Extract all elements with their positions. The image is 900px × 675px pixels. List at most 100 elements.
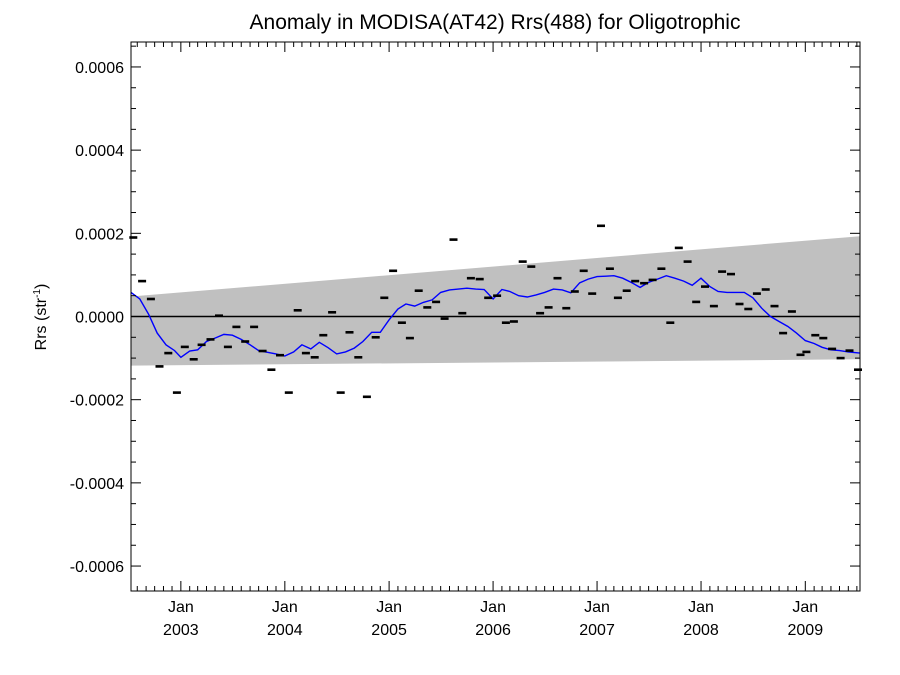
anomaly-point [752, 292, 761, 295]
anomaly-point [466, 276, 475, 280]
x-tick-label-month: Jan [480, 599, 506, 616]
y-tick-label: 0.0006 [75, 60, 124, 77]
running-mean-line [130, 274, 861, 359]
anomaly-point [475, 277, 484, 281]
anomaly-point [744, 307, 753, 311]
y-tick-label: 0.0004 [75, 143, 124, 160]
anomaly-point [440, 317, 449, 320]
anomaly-point [397, 321, 406, 324]
y-axis-label-superscript: -1 [32, 289, 43, 298]
y-tick-label: -0.0004 [70, 476, 124, 493]
anomaly-point [854, 368, 862, 371]
anomaly-point [701, 285, 709, 288]
anomaly-point [761, 288, 770, 291]
anomaly-point [423, 306, 432, 309]
y-axis-label-suffix: ) [33, 284, 50, 289]
anomaly-point [819, 336, 828, 340]
anomaly-point [250, 325, 259, 329]
anomaly-point [527, 265, 536, 268]
y-axis-label: Rrs (str-1) [32, 284, 50, 351]
x-tick-label-year: 2006 [475, 622, 511, 639]
x-tick-label-month: Jan [584, 599, 610, 616]
anomaly-point [640, 281, 649, 285]
anomaly-point [674, 246, 683, 250]
anomaly-point [501, 321, 510, 324]
anomaly-point [692, 300, 701, 304]
anomaly-point [301, 351, 310, 355]
anomaly-point [232, 325, 241, 329]
anomaly-point [380, 296, 389, 300]
anomaly-point [553, 276, 562, 280]
anomaly-point [172, 391, 181, 394]
x-tick-label-year: 2003 [163, 622, 199, 639]
anomaly-point [683, 260, 692, 263]
anomaly-point [735, 302, 744, 306]
anomaly-point [180, 345, 189, 349]
anomaly-point [362, 395, 371, 399]
anomaly-point [258, 349, 267, 353]
anomaly-point [345, 331, 354, 334]
x-tick-label-month: Jan [376, 599, 402, 616]
anomaly-point [371, 336, 380, 339]
x-tick-label-month: Jan [688, 599, 714, 616]
anomaly-point [138, 279, 147, 283]
anomaly-point [605, 267, 614, 270]
y-axis-label-text: Rrs (str [33, 297, 50, 350]
anomaly-point [319, 333, 328, 337]
anomaly-point [189, 358, 198, 361]
x-tick-label-month: Jan [272, 599, 298, 616]
anomaly-point [802, 350, 811, 354]
x-tick-label-month: Jan [168, 599, 194, 616]
y-tick-label: -0.0002 [70, 393, 124, 410]
anomaly-point [796, 353, 805, 357]
anomaly-point [709, 304, 718, 308]
anomaly-point [155, 365, 164, 368]
chart-title: Anomaly in MODISA(AT42) Rrs(488) for Oli… [250, 11, 741, 34]
axes: 0.0006 0.0004 0.0002 0.0000 -0.0002 -0.0004 -0… [70, 41, 861, 639]
anomaly-point [241, 340, 250, 343]
anomaly-point [328, 311, 337, 314]
anomaly-point [389, 269, 398, 273]
anomaly-point [354, 356, 363, 359]
anomaly-point [544, 306, 553, 309]
y-tick-label: 0.0000 [75, 310, 124, 327]
anomaly-point [536, 311, 545, 315]
anomaly-point [648, 278, 657, 282]
x-tick-label-year: 2005 [371, 622, 407, 639]
x-tick-label-month: Jan [792, 599, 818, 616]
anomaly-point [432, 300, 441, 304]
y-tick-label: 0.0002 [75, 226, 124, 243]
x-tick-label-year: 2004 [267, 622, 303, 639]
anomaly-point [845, 349, 854, 352]
anomaly-point [129, 236, 138, 239]
anomaly-point [197, 343, 206, 347]
anomaly-point [811, 333, 820, 337]
anomaly-point [613, 296, 622, 300]
anomaly-point [215, 314, 223, 317]
anomaly-point [562, 306, 571, 310]
anomaly-point [223, 345, 232, 349]
anomaly-point [509, 320, 518, 323]
x-tick-label-year: 2009 [788, 622, 824, 639]
anomaly-point [267, 368, 276, 371]
anomaly-point [206, 338, 215, 341]
anomaly-point [727, 272, 735, 276]
anomaly-point [484, 296, 493, 300]
anomaly-point [414, 289, 423, 292]
anomaly-point [588, 292, 597, 295]
anomaly-point [597, 224, 605, 228]
anomaly-point [310, 356, 319, 359]
anomaly-point [146, 297, 155, 301]
anomaly-point [570, 290, 579, 293]
anomaly-point [836, 356, 845, 360]
plot-area [129, 224, 862, 399]
x-tick-label-year: 2008 [683, 622, 719, 639]
x-tick-label-year: 2007 [579, 622, 615, 639]
anomaly-point [405, 336, 414, 340]
anomaly-point [276, 353, 284, 357]
anomaly-point [449, 238, 458, 241]
anomaly-point [631, 279, 640, 283]
anomaly-point [770, 304, 779, 308]
anomaly-point [518, 260, 527, 263]
